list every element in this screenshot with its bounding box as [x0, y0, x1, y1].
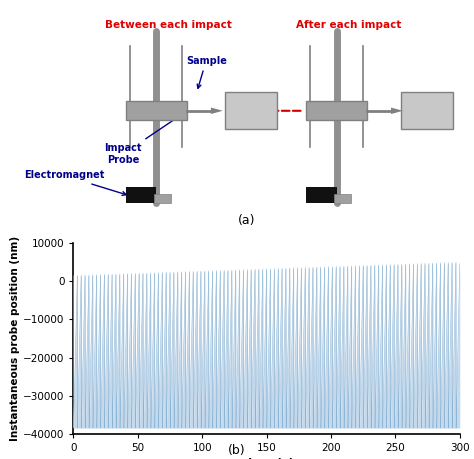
Text: After each impact: After each impact	[296, 20, 401, 30]
Text: Impact
Probe: Impact Probe	[104, 117, 179, 165]
FancyBboxPatch shape	[126, 101, 187, 121]
Text: Electromagnet: Electromagnet	[24, 170, 126, 196]
FancyBboxPatch shape	[306, 101, 367, 121]
Text: (a): (a)	[238, 214, 255, 227]
FancyBboxPatch shape	[306, 187, 337, 203]
Polygon shape	[391, 107, 403, 114]
Text: Sample: Sample	[186, 56, 227, 88]
Text: (b): (b)	[228, 444, 246, 457]
FancyBboxPatch shape	[126, 187, 156, 203]
Polygon shape	[211, 107, 223, 114]
Text: Between each impact: Between each impact	[105, 20, 232, 30]
FancyBboxPatch shape	[401, 92, 453, 129]
FancyBboxPatch shape	[154, 194, 171, 203]
FancyBboxPatch shape	[225, 92, 277, 129]
Y-axis label: Instantaneous probe position (nm): Instantaneous probe position (nm)	[10, 236, 20, 441]
FancyBboxPatch shape	[334, 194, 351, 203]
